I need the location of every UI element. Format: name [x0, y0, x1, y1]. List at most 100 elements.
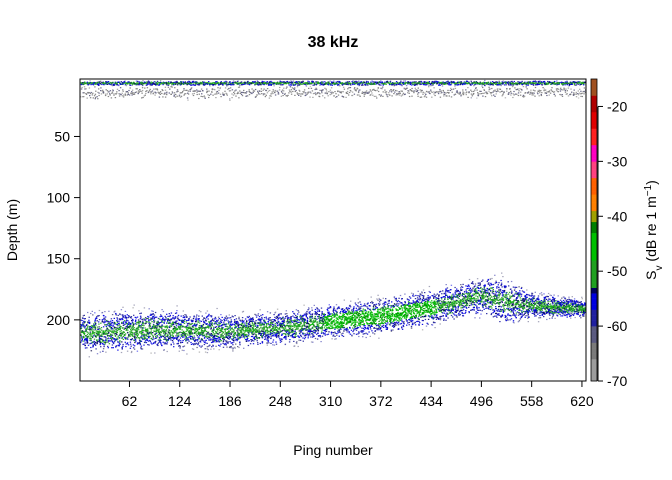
colorbar-swatch	[591, 103, 597, 107]
colorbar-swatch	[591, 150, 597, 154]
x-tick-label: 434	[419, 393, 443, 409]
y-tick-label: 150	[47, 251, 71, 267]
colorbar-swatch	[591, 361, 597, 365]
colorbar-tick-label: -70	[607, 373, 627, 389]
colorbar-swatch	[591, 144, 597, 148]
colorbar-swatch	[591, 199, 597, 203]
colorbar-swatch	[591, 312, 597, 316]
y-axis-title: Depth (m)	[4, 199, 20, 261]
colorbar-swatch	[591, 210, 597, 214]
plot-frame	[79, 78, 587, 382]
colorbar-swatch	[591, 268, 597, 272]
x-axis-title: Ping number	[293, 442, 373, 458]
colorbar-swatch	[591, 158, 597, 162]
colorbar-swatch	[591, 169, 597, 173]
colorbar-swatch	[591, 122, 597, 126]
colorbar-swatch	[591, 240, 597, 245]
colorbar-swatch	[591, 326, 597, 330]
colorbar-swatch	[591, 89, 597, 94]
colorbar-swatch	[591, 114, 597, 118]
colorbar-swatch	[591, 306, 597, 310]
colorbar-swatch	[591, 219, 597, 223]
colorbar-swatch	[591, 282, 597, 286]
colorbar-swatch	[591, 243, 597, 247]
colorbar-swatch	[591, 339, 597, 343]
colorbar-swatch	[591, 81, 597, 85]
colorbar-swatch	[591, 100, 597, 105]
colorbar-swatch	[591, 265, 597, 269]
colorbar-swatch	[591, 205, 597, 209]
colorbar-swatch	[591, 98, 597, 102]
colorbar-swatch	[591, 271, 597, 275]
colorbar-swatch	[591, 232, 597, 236]
colorbar-swatch	[591, 298, 597, 302]
colorbar-swatch	[591, 202, 597, 206]
colorbar-swatch	[591, 287, 597, 291]
colorbar-swatch	[591, 353, 597, 357]
colorbar-swatch	[591, 246, 597, 250]
colorbar-swatch	[591, 128, 597, 132]
colorbar-swatch	[591, 348, 597, 352]
colorbar-swatch	[591, 230, 597, 234]
colorbar-swatch	[591, 257, 597, 261]
colorbar-swatch	[591, 194, 597, 198]
colorbar-swatch	[591, 372, 597, 376]
colorbar-swatch	[591, 208, 597, 212]
colorbar-swatch	[591, 120, 597, 124]
x-tick-label: 496	[470, 393, 494, 409]
colorbar-swatch	[591, 188, 597, 192]
colorbar-swatch	[591, 238, 597, 242]
colorbar-swatch	[591, 87, 597, 91]
colorbar-swatch	[591, 161, 597, 165]
colorbar-frame	[590, 78, 598, 382]
colorbar-swatch	[591, 106, 597, 110]
echo-layer-scattering-layer	[80, 272, 586, 358]
colorbar-swatch	[591, 331, 597, 335]
colorbar-swatch	[591, 109, 597, 113]
x-tick-label: 186	[218, 393, 242, 409]
colorbar-title-rest: (dB re 1 m	[643, 196, 659, 265]
colorbar-tick-label: -30	[607, 153, 627, 169]
colorbar-tick-label: -40	[607, 208, 627, 224]
colorbar-swatch	[591, 364, 597, 368]
colorbar-swatch	[591, 367, 597, 371]
x-tick-label: 558	[520, 393, 544, 409]
colorbar-swatch	[591, 111, 597, 115]
colorbar-swatch	[591, 345, 597, 349]
colorbar-swatch	[591, 315, 597, 319]
colorbar-axis: -20 -30 -40 -50 -60 -70	[597, 98, 627, 389]
x-tick-label: 310	[319, 393, 343, 409]
colorbar-title-main: S	[643, 270, 659, 279]
colorbar-swatch	[591, 301, 597, 305]
colorbar-title-close: )	[643, 180, 659, 185]
colorbar-swatch	[591, 180, 597, 184]
colorbar-swatch	[591, 290, 597, 294]
colorbar-swatch	[591, 284, 597, 288]
colorbar-title-sup: −1	[643, 184, 654, 196]
colorbar-swatch	[591, 191, 597, 195]
colorbar-swatch	[591, 293, 597, 297]
colorbar-swatch	[591, 79, 597, 83]
colorbar-swatch	[591, 166, 597, 170]
echo-layer-surface-scatter	[80, 84, 586, 101]
x-tick-label: 124	[168, 393, 192, 409]
colorbar-swatch	[591, 328, 597, 332]
colorbar-swatch	[591, 249, 597, 253]
colorbar-swatch	[591, 95, 597, 99]
colorbar-swatch	[591, 216, 597, 220]
colorbar-swatch	[591, 164, 597, 168]
colorbar-swatch	[591, 175, 597, 179]
colorbar-swatch	[591, 350, 597, 354]
colorbar-swatch	[591, 155, 597, 159]
colorbar-swatch	[591, 221, 597, 225]
colorbar-swatch	[591, 251, 597, 256]
colorbar-swatch	[591, 172, 597, 176]
colorbar-swatch	[591, 317, 597, 321]
colorbar-swatch	[591, 213, 597, 217]
colorbar-swatch	[591, 304, 597, 308]
y-tick-label: 100	[47, 190, 71, 206]
colorbar-swatch	[591, 117, 597, 121]
colorbar-swatch	[591, 139, 597, 143]
